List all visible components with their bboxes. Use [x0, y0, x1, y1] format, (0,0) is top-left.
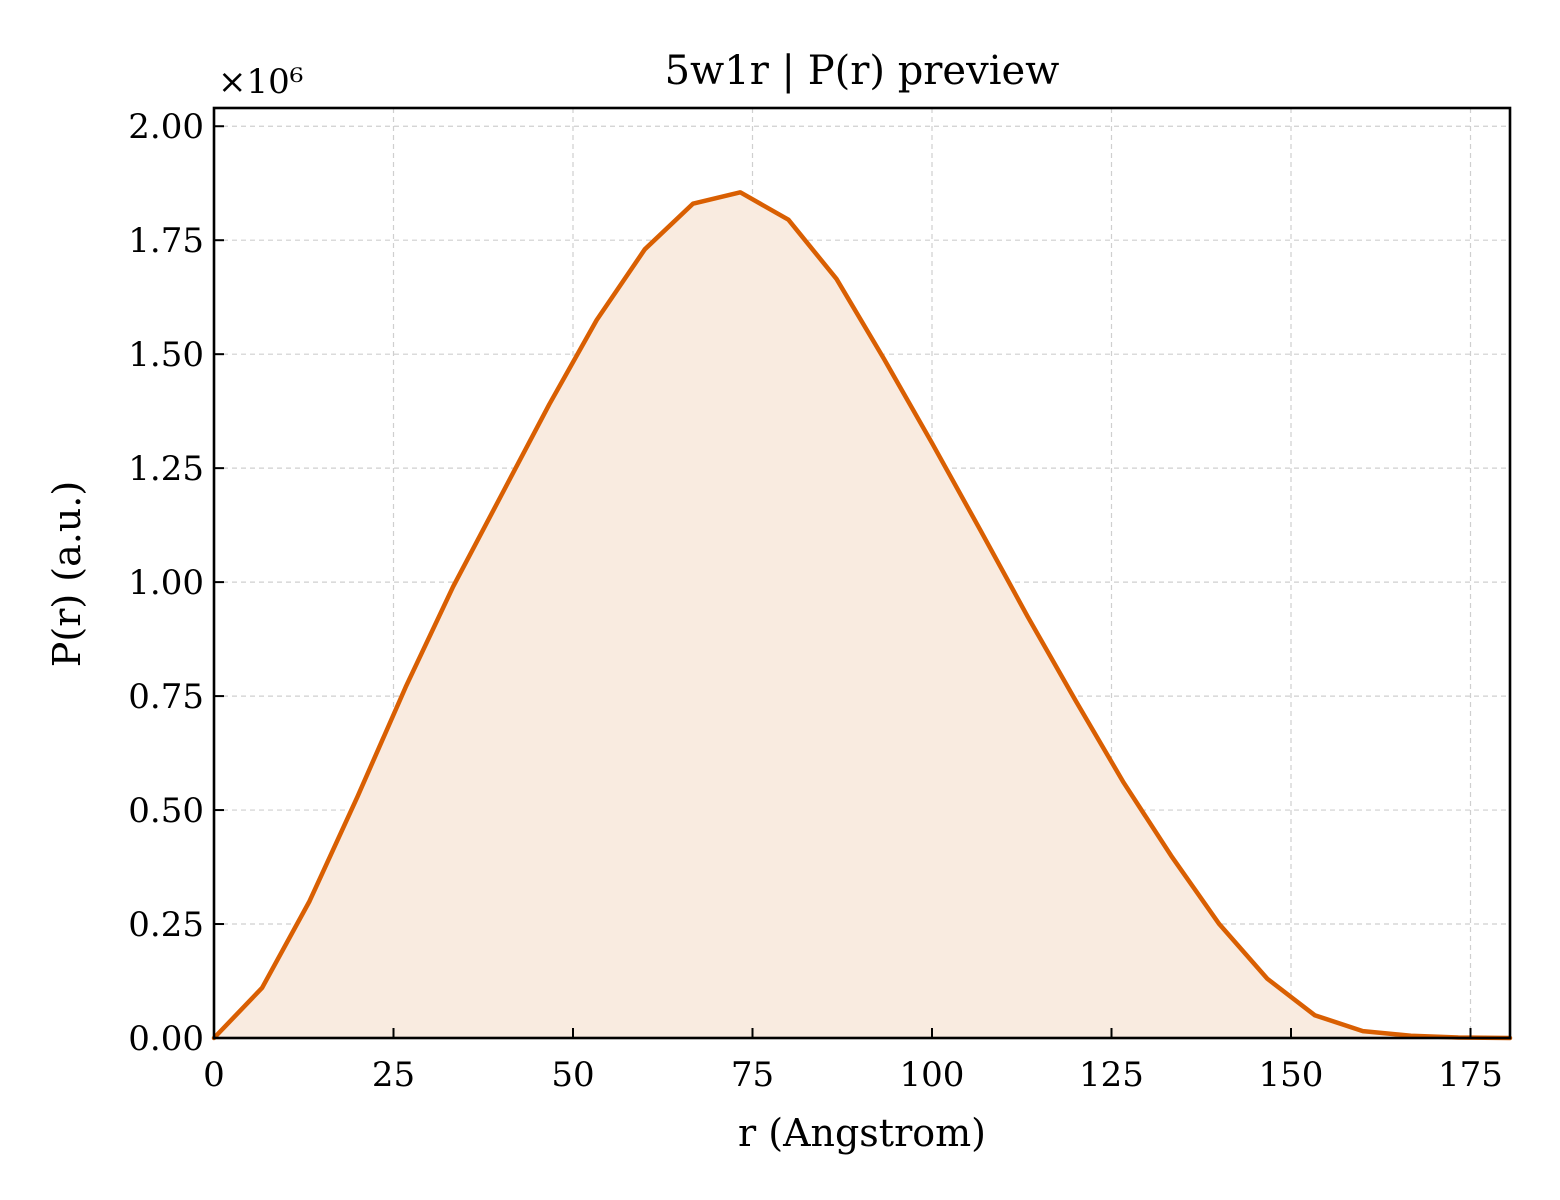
y-axis-label: P(r) (a.u.) — [45, 481, 89, 667]
y-tick-label: 1.00 — [128, 563, 204, 603]
y-tick-label: 0.50 — [128, 791, 204, 831]
chart-title: 5w1r | P(r) preview — [665, 48, 1060, 94]
y-tick-label: 2.00 — [128, 107, 204, 147]
y-tick-label: 0.25 — [128, 905, 204, 945]
y-tick-label: 0.00 — [128, 1019, 204, 1059]
y-tick-label: 0.75 — [128, 677, 204, 717]
x-tick-label: 150 — [1259, 1055, 1324, 1095]
series-line — [211, 190, 1513, 1041]
y-exponent-label: ×10⁶ — [218, 62, 303, 102]
x-tick-label: 50 — [551, 1055, 594, 1095]
y-tick-label: 1.50 — [128, 335, 204, 375]
y-tick-label: 1.75 — [128, 221, 204, 261]
x-tick-label: 25 — [372, 1055, 415, 1095]
area-fill — [214, 192, 1510, 1039]
x-tick-label: 0 — [203, 1055, 225, 1095]
x-axis-label: r (Angstrom) — [738, 1111, 986, 1155]
plot-frame — [212, 106, 1512, 1040]
ticks: 0 25 50 75 100 125 150 175 0.00 0.25 0.50 0.75 1.00 1… — [128, 107, 1503, 1095]
x-tick-label: 175 — [1438, 1055, 1503, 1095]
x-tick-label: 125 — [1079, 1055, 1144, 1095]
x-tick-label: 100 — [900, 1055, 965, 1095]
x-tick-label: 75 — [731, 1055, 774, 1095]
y-tick-label: 1.25 — [128, 449, 204, 489]
